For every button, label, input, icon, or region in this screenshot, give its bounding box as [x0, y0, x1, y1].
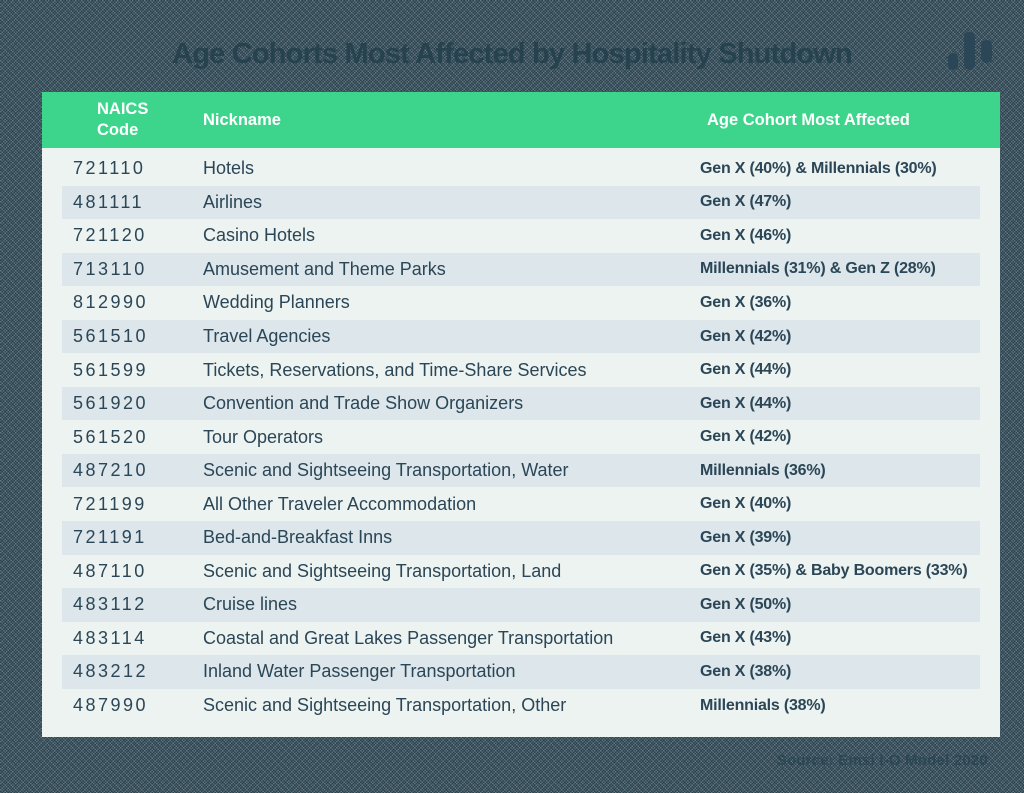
table-row: 721120 Casino Hotels Gen X (46%) [62, 219, 980, 253]
naics-code-cell: 561510 [73, 326, 149, 346]
nickname-cell: Scenic and Sightseeing Transportation, O… [203, 695, 567, 716]
title-bar: Age Cohorts Most Affected by Hospitality… [0, 34, 1024, 74]
naics-code-cell: 721110 [73, 158, 146, 179]
nickname-cell: Hotels [203, 158, 255, 179]
source-note: Source: Emsi I-O Model 2020 [776, 752, 988, 769]
age-cohort-cell: Gen X (46%) [700, 226, 792, 244]
column-header-nickname: Nickname [203, 110, 281, 129]
naics-code-cell: 483114 [73, 627, 147, 648]
naics-code-cell: 487990 [73, 695, 149, 716]
age-cohort-cell: Millennials (36%) [700, 461, 826, 479]
age-cohort-cell: Gen X (44%) [700, 394, 792, 412]
naics-code-cell: 561920 [73, 393, 149, 414]
age-cohort-cell: Gen X (35%) & Baby Boomers (33%) [700, 562, 968, 580]
table-row: 483112 Cruise lines Gen X (50%) [62, 588, 980, 622]
naics-code-cell: 713110 [73, 258, 147, 279]
table-row: 487990 Scenic and Sightseeing Transporta… [62, 689, 980, 723]
naics-code-cell: 487110 [73, 560, 147, 581]
nickname-cell: Casino Hotels [203, 225, 316, 246]
table-row: 561520 Tour Operators Gen X (42%) [62, 420, 980, 454]
age-cohort-cell: Gen X (36%) [700, 293, 792, 311]
table-row: 483212 Inland Water Passenger Transporta… [62, 655, 980, 689]
nickname-cell: Travel Agencies [203, 326, 331, 346]
table-row: 721110 Hotels Gen X (40%) & Millennials … [62, 152, 980, 186]
table-row: 487110 Scenic and Sightseeing Transporta… [62, 555, 980, 589]
nickname-cell: Convention and Trade Show Organizers [203, 393, 524, 414]
age-cohort-cell: Gen X (47%) [700, 193, 792, 211]
nickname-cell: Wedding Planners [203, 292, 350, 313]
table-row: 561599 Tickets, Reservations, and Time-S… [62, 353, 980, 387]
age-cohort-cell: Gen X (42%) [700, 327, 792, 345]
bar-chart-icon [948, 30, 1006, 70]
naics-code-cell: 561599 [73, 359, 149, 380]
table-row: 812990 Wedding Planners Gen X (36%) [62, 286, 980, 320]
nickname-cell: Tour Operators [203, 426, 324, 447]
age-cohort-cell: Gen X (50%) [700, 595, 792, 613]
table-row: 713110 Amusement and Theme Parks Millenn… [62, 252, 980, 287]
naics-code-cell: 483212 [73, 661, 149, 682]
naics-code-cell: 487210 [73, 460, 149, 481]
table-row: 561920 Convention and Trade Show Organiz… [62, 386, 980, 421]
naics-code-cell: 483112 [73, 594, 147, 615]
age-cohort-cell: Gen X (42%) [700, 428, 792, 446]
age-cohort-cell: Gen X (43%) [700, 629, 792, 647]
data-table-card: NAICS Code Nickname Age Cohort Most Affe… [42, 92, 1000, 737]
column-header-naics-code-label: NAICS Code [97, 100, 149, 139]
nickname-cell: Scenic and Sightseeing Transportation, L… [203, 560, 562, 581]
naics-code-cell: 481111 [73, 191, 145, 212]
column-header-naics-code: NAICS Code [42, 99, 203, 140]
naics-code-cell: 812990 [73, 292, 149, 313]
nickname-cell: Inland Water Passenger Transportation [203, 661, 516, 682]
nickname-cell: All Other Traveler Accommodation [203, 493, 477, 514]
nickname-cell: Cruise lines [203, 594, 298, 615]
age-cohort-cell: Gen X (44%) [700, 361, 792, 379]
table-header-row: NAICS Code Nickname Age Cohort Most Affe… [42, 92, 1000, 148]
bar-chart-icon-bar-tall [964, 32, 975, 70]
age-cohort-cell: Gen X (40%) [700, 495, 792, 513]
naics-code-cell: 561520 [73, 426, 149, 447]
nickname-cell: Bed-and-Breakfast Inns [203, 527, 393, 548]
table-row: 721199 All Other Traveler Accommodation … [62, 487, 980, 521]
naics-code-cell: 721199 [73, 493, 147, 514]
nickname-cell: Airlines [203, 191, 263, 212]
age-cohort-cell: Gen X (40%) & Millennials (30%) [700, 159, 937, 177]
page-title: Age Cohorts Most Affected by Hospitality… [172, 38, 853, 70]
age-cohort-cell: Millennials (31%) & Gen Z (28%) [700, 260, 936, 278]
table-row: 483114 Coastal and Great Lakes Passenger… [62, 622, 980, 656]
age-cohort-cell: Gen X (39%) [700, 528, 792, 546]
nickname-cell: Scenic and Sightseeing Transportation, W… [203, 460, 569, 481]
nickname-cell: Amusement and Theme Parks [203, 258, 446, 279]
nickname-cell: Coastal and Great Lakes Passenger Transp… [203, 627, 614, 648]
table-row: 481111 Airlines Gen X (47%) [62, 185, 980, 220]
table-row: 721191 Bed-and-Breakfast Inns Gen X (39%… [62, 521, 980, 555]
bar-chart-icon-bar-small [948, 53, 958, 70]
nickname-cell: Tickets, Reservations, and Time-Share Se… [203, 359, 587, 380]
table-body: 721110 Hotels Gen X (40%) & Millennials … [42, 148, 1000, 722]
naics-code-cell: 721191 [73, 527, 147, 548]
naics-code-cell: 721120 [73, 225, 147, 246]
bar-chart-icon-bar-medium [981, 40, 992, 63]
column-header-age-cohort: Age Cohort Most Affected [707, 110, 910, 129]
table-row: 487210 Scenic and Sightseeing Transporta… [62, 453, 980, 488]
table-row: 561510 Travel Agencies Gen X (42%) [62, 319, 980, 354]
age-cohort-cell: Gen X (38%) [700, 662, 792, 680]
age-cohort-cell: Millennials (38%) [700, 696, 826, 714]
